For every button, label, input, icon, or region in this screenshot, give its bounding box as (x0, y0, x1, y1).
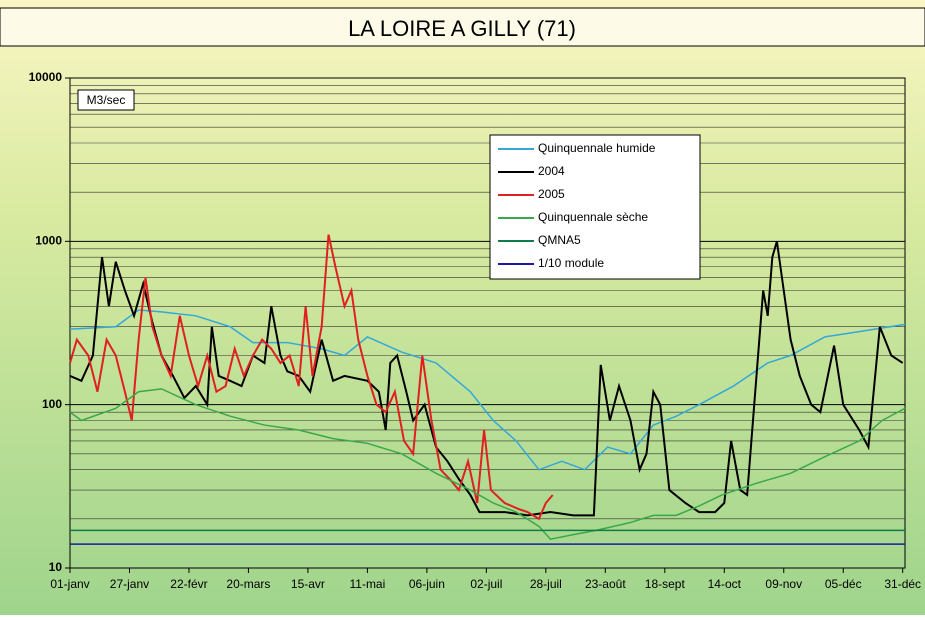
x-tick-label: 06-juin (409, 577, 445, 591)
series-line (69, 234, 554, 521)
x-tick-label: 27-janv (110, 577, 149, 591)
x-tick-label: 23-août (585, 577, 626, 591)
legend-label: Quinquennale humide (538, 141, 656, 155)
series-line (69, 241, 904, 517)
y-tick-label: 10000 (29, 70, 63, 84)
legend-label: 2005 (538, 187, 565, 201)
legend-label: 1/10 module (538, 256, 604, 270)
x-tick-label: 20-mars (226, 577, 270, 591)
unit-frame (77, 89, 135, 111)
x-tick-label: 01-janv (50, 577, 89, 591)
chart-title: LA LOIRE A GILLY (71) (348, 16, 576, 41)
title-band (0, 7, 925, 47)
legend-frame (489, 134, 701, 280)
legend: Quinquennale humide 2004 2005 Quinquennale … (489, 134, 701, 280)
x-tick-label: 02-juil (470, 577, 502, 591)
y-tick-label: 1000 (35, 234, 62, 248)
x-tick-label: 11-mai (349, 577, 385, 591)
x-tick-label: 22-févr (170, 577, 207, 591)
unit-box: M3/sec (77, 89, 135, 111)
series-line (69, 388, 906, 541)
legend-label: Quinquennale sèche (538, 210, 648, 224)
legend-label: QMNA5 (538, 233, 581, 247)
x-tick-label: 18-sept (645, 577, 686, 591)
y-unit-label: M3/sec (87, 93, 126, 107)
y-tick-label: 10 (49, 560, 63, 574)
x-tick-label: 15-avr (291, 577, 325, 591)
x-tick-label: 09-nov (765, 577, 802, 591)
x-tick-label: 05-déc (825, 577, 862, 591)
series-line (69, 309, 906, 471)
x-tick-label: 31-déc (884, 577, 921, 591)
legend-label: 2004 (538, 164, 565, 178)
y-tick-label: 100 (42, 397, 62, 411)
x-tick-label: 14-oct (708, 577, 742, 591)
x-tick-label: 28-juil (530, 577, 562, 591)
